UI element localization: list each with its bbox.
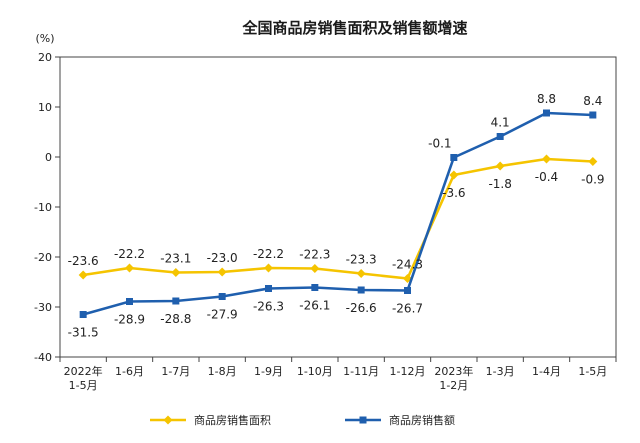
data-point [357,286,365,294]
data-point [496,133,504,140]
legend-marker [163,415,173,425]
x-tick-label: 1-10月 [297,365,333,378]
data-label: -27.9 [207,308,238,322]
chart-title: 全国商品房销售面积及销售额增速 [241,19,467,37]
data-point [449,170,459,180]
x-tick-label: 1-8月 [208,365,237,378]
data-point [543,109,550,117]
data-label: -23.1 [160,252,191,266]
x-tick-label: 1-7月 [161,365,190,378]
y-tick-label: -40 [34,351,52,364]
data-point [356,269,366,278]
data-label: -22.2 [114,247,145,261]
series-layer [78,109,598,318]
data-point [264,263,273,273]
x-tick-label: 1-2月 [439,379,468,392]
x-tick-label: 2022年 [64,364,103,378]
data-point [265,285,272,292]
x-tick-label: 1-9月 [254,365,283,378]
data-point [311,284,319,291]
y-tick-label: -20 [34,251,52,264]
x-tick-label: 1-11月 [343,365,379,378]
data-label: -23.6 [68,254,99,268]
data-point [588,157,598,166]
y-tick-label: 10 [38,101,52,114]
data-label: -1.8 [488,177,511,191]
data-label: -23.3 [346,253,377,267]
data-label: -26.1 [299,299,330,313]
data-point [172,297,180,305]
data-point [589,111,597,119]
data-labels-layer: -23.6 -22.2 -23.1 -23.0 -22.2 -22.3 -23.3 -24.3… [68,92,605,340]
x-tick-label: 2023年 [434,364,473,378]
series-line [83,157,593,280]
data-point [217,267,227,277]
data-point [78,270,88,280]
data-label: -26.3 [253,300,284,314]
data-label: -26.7 [392,302,423,316]
data-label: -0.1 [428,137,451,151]
data-label: -23.0 [207,251,238,265]
data-label: -24.3 [392,258,423,272]
data-point [125,263,134,273]
data-point [218,293,226,300]
data-label: 4.1 [491,116,510,130]
legend-label: 商品房销售额 [389,413,455,427]
data-point [495,161,505,171]
x-tick-label: 1-5月 [69,379,98,392]
data-label: -31.5 [68,326,99,340]
data-label: 8.4 [583,94,602,108]
x-tick-label: 1-3月 [486,365,515,378]
series-line [82,111,593,316]
data-point [171,268,181,277]
data-label: -28.8 [160,312,191,326]
data-label: -26.6 [346,301,377,315]
data-label: -3.6 [442,186,465,200]
legend-marker [359,416,367,424]
legend-label: 商品房销售面积 [194,413,271,427]
data-point [404,287,411,294]
y-tick-label: -30 [34,301,52,314]
data-label: -22.3 [299,248,330,262]
data-label: -0.4 [535,170,558,184]
data-point [542,154,551,164]
y-tick-label: 0 [45,151,52,164]
data-label: 8.8 [537,92,556,106]
data-point [126,298,133,305]
data-point [79,311,87,318]
x-tick-label: 1-5月 [578,365,607,378]
x-tick-label: 1-12月 [390,365,426,378]
data-label: -0.9 [581,173,604,187]
data-point [450,154,458,161]
y-tick-label: 20 [38,51,52,64]
y-tick-label: -10 [34,201,52,214]
x-tick-label: 1-4月 [532,365,561,378]
y-axis-label: (%) [35,32,54,45]
x-tick-label: 1-6月 [115,365,144,378]
data-label: -28.9 [114,313,145,327]
legend: 商品房销售面积 商品房销售额 [150,413,455,427]
data-point [310,264,320,273]
data-label: -22.2 [253,247,284,261]
